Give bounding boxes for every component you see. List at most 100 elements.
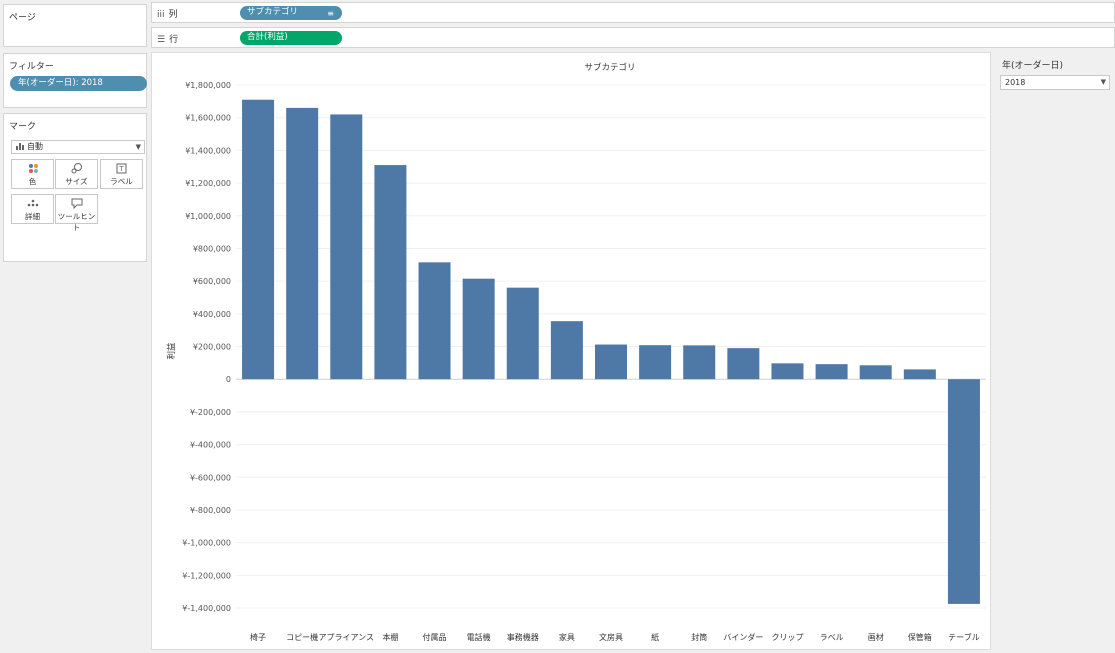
x-category-label: アプライアンス: [319, 633, 375, 642]
marks-card: マーク 自動 ▼ 色 サイズ T ラベル 詳細 ツールヒント: [3, 113, 147, 262]
y-tick-label: ¥1,800,000: [185, 81, 231, 90]
x-category-label: 付属品: [423, 632, 447, 642]
label-label: ラベル: [110, 177, 133, 186]
chevron-down-icon: ▼: [1100, 78, 1106, 86]
bar: [330, 114, 363, 380]
year-filter-title: 年(オーダー日): [1002, 61, 1064, 71]
y-tick-label: ¥1,400,000: [185, 146, 231, 155]
columns-pill-subcategory[interactable]: サブカテゴリ ≡: [240, 6, 342, 20]
rows-pill-sum-profit[interactable]: 合計(利益): [240, 31, 342, 45]
rows-pill-label: 合計(利益): [247, 32, 288, 42]
year-filter-value: 2018: [1005, 78, 1026, 87]
rows-shelf[interactable]: ☰ 行 合計(利益): [151, 27, 1115, 48]
x-category-label: 事務機器: [507, 632, 539, 642]
color-dots-icon: [12, 163, 53, 176]
x-category-label: ラベル: [820, 633, 844, 642]
x-category-label: 文房具: [599, 632, 623, 642]
color-label: 色: [28, 177, 37, 186]
y-tick-label: ¥600,000: [193, 277, 231, 286]
columns-shelf-label: 列: [168, 10, 178, 20]
bar: [286, 107, 319, 380]
marks-title: マーク: [9, 122, 37, 132]
y-tick-label: ¥1,200,000: [185, 179, 231, 188]
bar: [506, 287, 539, 380]
y-tick-label: ¥-200,000: [190, 408, 231, 417]
y-tick-label: ¥-1,000,000: [182, 539, 231, 548]
y-tick-label: ¥-400,000: [190, 441, 231, 450]
year-filter-dropdown[interactable]: 2018 ▼: [1000, 75, 1110, 90]
bar: [462, 278, 495, 380]
filters-title: フィルター: [9, 62, 54, 72]
x-category-label: 椅子: [250, 632, 266, 642]
bar: [418, 262, 451, 380]
mark-type-dropdown[interactable]: 自動 ▼: [11, 140, 145, 154]
label-button[interactable]: T ラベル: [100, 159, 143, 189]
y-tick-label: ¥1,000,000: [185, 212, 231, 221]
columns-pill-label: サブカテゴリ: [247, 7, 299, 17]
x-category-label: 電話機: [467, 632, 491, 642]
filters-card: フィルター 年(オーダー日): 2018: [3, 53, 147, 108]
columns-shelf[interactable]: iii 列 サブカテゴリ ≡: [151, 2, 1115, 23]
y-axis-label: 利益: [166, 342, 177, 360]
columns-shelf-label-wrap: iii 列: [157, 7, 178, 20]
label-icon: T: [101, 163, 142, 176]
bar: [727, 348, 760, 380]
chevron-down-icon: ▼: [135, 143, 141, 151]
x-category-label: バインダー: [723, 632, 763, 642]
x-category-label: コピー機: [286, 632, 318, 642]
tooltip-icon: [56, 198, 97, 211]
bar: [771, 363, 804, 380]
chart-view: サブカテゴリ利益 ¥1,800,000 ¥1,600,000 ¥1,400,000 ¥1…: [151, 52, 991, 650]
y-tick-label: ¥-1,200,000: [182, 571, 231, 580]
size-button[interactable]: サイズ: [55, 159, 98, 189]
chart-title: サブカテゴリ: [584, 62, 635, 73]
bar: [639, 345, 672, 380]
bar: [683, 345, 716, 380]
y-tick-label: ¥-1,400,000: [182, 604, 231, 613]
x-category-label: 紙: [651, 632, 659, 642]
bar: [903, 369, 936, 380]
x-category-label: クリップ: [771, 633, 803, 642]
bar: [374, 165, 407, 380]
pages-title: ページ: [9, 13, 36, 23]
sort-descending-icon[interactable]: ≡: [327, 9, 334, 18]
rows-shelf-label: 行: [169, 35, 179, 45]
detail-icon: [12, 198, 53, 211]
x-category-label: 家具: [559, 632, 575, 642]
bar: [550, 321, 583, 380]
color-button[interactable]: 色: [11, 159, 54, 189]
y-tick-label: ¥1,600,000: [185, 114, 231, 123]
size-label: サイズ: [65, 177, 88, 186]
bar: [595, 344, 627, 380]
rows-icon: ☰: [157, 35, 166, 45]
bar: [815, 364, 848, 380]
y-tick-label: ¥-600,000: [190, 473, 231, 482]
bar: [242, 99, 275, 380]
mark-type-value: 自動: [27, 142, 43, 151]
x-category-label: 封筒: [691, 632, 707, 642]
y-tick-label: ¥800,000: [193, 244, 231, 253]
bar-chart-icon: [16, 142, 24, 150]
x-category-label: 本棚: [382, 632, 398, 642]
svg-text:T: T: [118, 165, 124, 173]
x-category-label: 保管箱: [908, 632, 932, 642]
year-filter-card: 年(オーダー日) 2018 ▼: [997, 52, 1115, 102]
detail-label: 詳細: [25, 212, 40, 221]
pages-card: ページ: [3, 4, 147, 47]
tooltip-button[interactable]: ツールヒント: [55, 194, 98, 232]
detail-button[interactable]: 詳細: [11, 194, 54, 224]
y-tick-label: 0: [226, 375, 231, 384]
columns-icon: iii: [157, 10, 165, 20]
y-tick-label: ¥200,000: [193, 343, 231, 352]
bar: [947, 379, 980, 604]
x-category-label: テーブル: [948, 632, 980, 642]
size-icon: [56, 163, 97, 176]
y-tick-label: ¥-800,000: [190, 506, 231, 515]
y-tick-label: ¥400,000: [193, 310, 231, 319]
rows-shelf-label-wrap: ☰ 行: [157, 32, 178, 45]
x-category-label: 画材: [868, 632, 884, 642]
bar: [859, 365, 892, 380]
tooltip-label: ツールヒント: [57, 212, 96, 232]
filter-pill-order-year[interactable]: 年(オーダー日): 2018: [10, 76, 147, 91]
